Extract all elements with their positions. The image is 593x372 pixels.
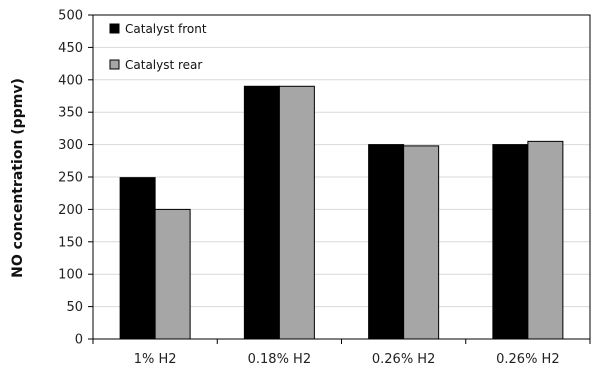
bar-catalyst-front [368, 144, 405, 340]
legend-swatch-catalyst-front [109, 23, 120, 34]
y-tick-label: 400 [58, 73, 83, 88]
y-tick-label: 0 [75, 333, 83, 348]
x-tick-label: 0.26% H2 [496, 352, 559, 367]
y-tick-label: 250 [58, 171, 83, 186]
y-axis-title: NO concentration (ppmv) [10, 78, 26, 278]
legend-label-catalyst-front: Catalyst front [125, 22, 207, 36]
y-tick-label: 500 [58, 9, 83, 24]
x-tick-label: 0.26% H2 [372, 352, 435, 367]
y-tick-label: 200 [58, 203, 83, 218]
y-tick-labels: 0 50 100 150 200 250 300 350 400 450 500 [58, 9, 83, 348]
bar-catalyst-front [492, 144, 529, 340]
legend-label-catalyst-rear: Catalyst rear [125, 58, 202, 72]
legend: Catalyst front Catalyst rear [109, 22, 207, 72]
bars [119, 85, 564, 340]
x-tick-label: 1% H2 [134, 352, 177, 367]
y-tick-label: 350 [58, 106, 83, 121]
x-tick-label: 0.18% H2 [248, 352, 311, 367]
bar-catalyst-rear [278, 85, 315, 340]
y-tick-label: 50 [66, 300, 83, 315]
y-tick-label: 150 [58, 235, 83, 250]
bar-catalyst-front [119, 177, 156, 340]
y-tick-label: 100 [58, 268, 83, 283]
bar-catalyst-rear [403, 145, 440, 340]
legend-swatch-catalyst-rear [109, 59, 120, 70]
y-tick-label: 300 [58, 138, 83, 153]
axes [88, 14, 591, 344]
bar-catalyst-rear [527, 140, 564, 340]
bar-catalyst-rear [154, 208, 191, 340]
bar-catalyst-front [243, 85, 280, 340]
y-tick-label: 450 [58, 41, 83, 56]
x-tick-labels: 1% H2 0.18% H2 0.26% H2 0.26% H2 [134, 352, 560, 367]
